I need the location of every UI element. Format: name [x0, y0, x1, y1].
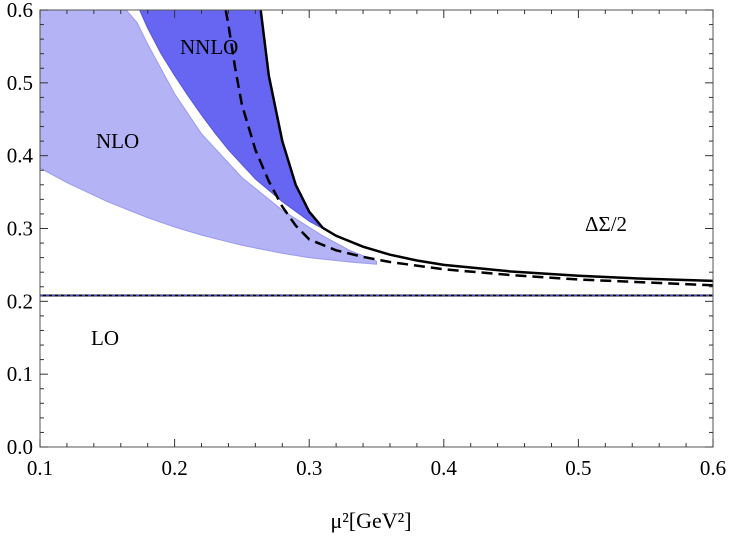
x-tick-label: 0.6	[700, 456, 726, 480]
series-group	[40, 10, 713, 297]
plot-area	[40, 10, 713, 297]
x-tick-label: 0.4	[431, 456, 458, 480]
nlo-band	[40, 10, 377, 265]
x-tick-label: 0.1	[27, 456, 53, 480]
y-tick-label: 0.0	[7, 435, 33, 459]
y-tick-label: 0.3	[7, 217, 33, 241]
annotation-lo: LO	[91, 326, 119, 350]
annotation-nnlo: NNLO	[180, 35, 238, 59]
x-tick-label: 0.2	[161, 456, 187, 480]
y-tick-label: 0.4	[7, 144, 34, 168]
x-tick-label: 0.3	[296, 456, 322, 480]
dashed-curve	[224, 10, 713, 287]
y-tick-label: 0.6	[7, 0, 33, 22]
annotation-delta-sigma: ΔΣ/2	[585, 212, 627, 236]
y-tick-label: 0.2	[7, 289, 33, 313]
annotation-nlo: NLO	[96, 129, 139, 153]
solid-curve	[259, 10, 713, 283]
x-tick-label: 0.5	[565, 456, 591, 480]
axis-ticks: 0.1 0.2 0.3 0.4 0.5 0.60.00.10.20.30.40.50.6	[7, 0, 726, 480]
x-axis-title: μ²[GeV²]	[330, 508, 411, 533]
y-tick-label: 0.1	[7, 362, 33, 386]
y-tick-label: 0.5	[7, 71, 33, 95]
